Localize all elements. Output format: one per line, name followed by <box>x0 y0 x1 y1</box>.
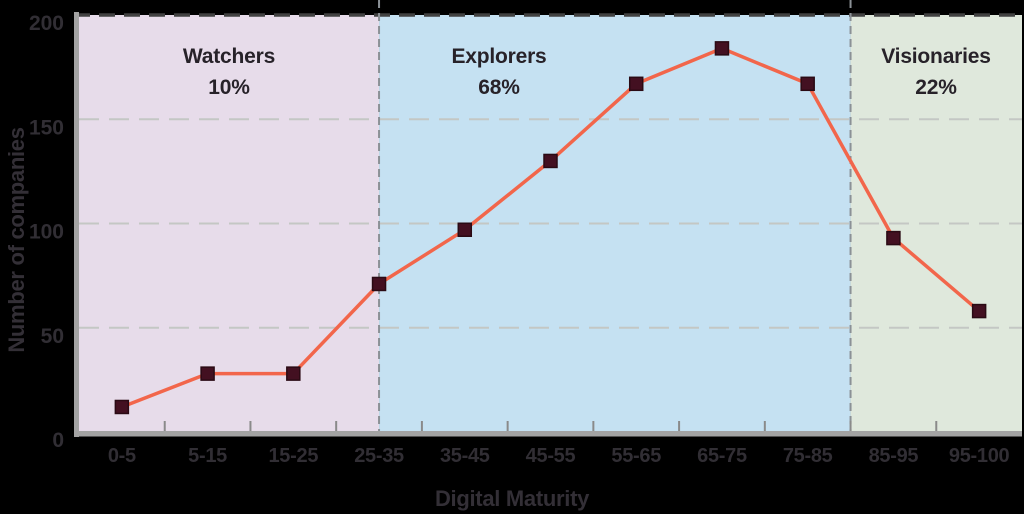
zone-label-visionaries: Visionaries 22% <box>881 41 991 103</box>
data-point-marker <box>971 303 987 319</box>
zone-percent: 68% <box>478 76 520 99</box>
x-tick-label: 85-95 <box>869 445 919 467</box>
y-tick-label: 100 <box>29 221 64 244</box>
x-tick-label: 35-45 <box>440 445 490 467</box>
x-tick-label: 45-55 <box>526 445 576 467</box>
x-axis-title: Digital Maturity <box>434 486 590 511</box>
x-tick-label: 0-5 <box>108 445 136 467</box>
data-point-marker <box>200 366 215 381</box>
zone-percent: 22% <box>915 76 957 99</box>
x-tick-label: 65-75 <box>697 445 747 467</box>
zone-label-watchers: Watchers 10% <box>183 41 275 103</box>
y-axis-title: Number of companies <box>4 127 29 353</box>
x-tick-label: 55-65 <box>611 445 661 467</box>
x-tick-label: 75-85 <box>783 445 833 467</box>
zone-name: Visionaries <box>881 45 991 68</box>
data-point-marker <box>286 366 301 381</box>
x-tick-label: 95-100 <box>949 445 1010 467</box>
x-tick-label: 25-35 <box>354 445 404 467</box>
data-point-marker <box>371 276 387 292</box>
zone-label-explorers: Explorers 68% <box>451 41 546 103</box>
x-axis-line <box>74 431 1022 437</box>
y-tick-label: 0 <box>52 429 64 452</box>
data-point-marker <box>628 76 644 92</box>
zone-percent: 10% <box>208 76 250 99</box>
zone-name: Explorers <box>451 45 547 68</box>
data-point-marker <box>543 153 558 169</box>
data-point-marker <box>800 76 815 92</box>
y-tick-label: 200 <box>29 12 64 35</box>
x-tick-label: 15-25 <box>268 445 318 467</box>
x-tick-label: 5-15 <box>188 445 227 467</box>
data-point-marker <box>114 399 130 415</box>
y-tick-label: 50 <box>41 325 64 348</box>
data-point-marker <box>457 222 473 238</box>
y-tick-label: 150 <box>29 116 64 139</box>
y-axis-line <box>74 12 79 437</box>
zone-name: Watchers <box>182 45 276 68</box>
data-point-marker <box>714 41 730 56</box>
data-point-marker <box>886 230 901 246</box>
